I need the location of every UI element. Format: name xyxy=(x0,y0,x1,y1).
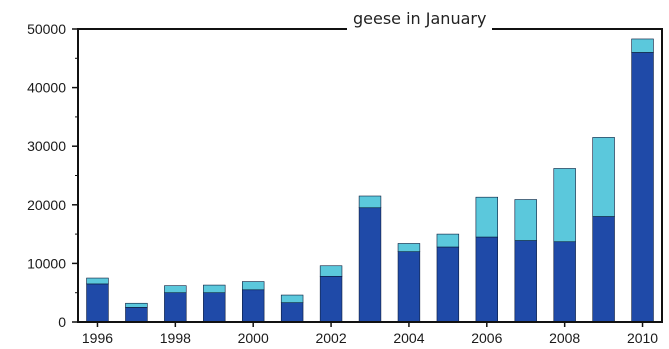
bar-segment-upper xyxy=(514,199,537,241)
x-tick-label: 1996 xyxy=(82,330,113,346)
x-tick-label: 2000 xyxy=(238,330,269,346)
bar-segment-upper xyxy=(203,284,226,294)
bar-segment-lower xyxy=(592,216,615,323)
bar-segment-upper xyxy=(125,302,148,308)
y-axis: 0 10000 20000 30000 40000 50000 xyxy=(27,21,78,330)
bar-segment-upper xyxy=(436,233,460,248)
bar-segment-lower xyxy=(86,283,109,323)
bar-segment-upper xyxy=(553,168,576,243)
bar-segment-upper xyxy=(592,137,615,217)
bar-segment-upper xyxy=(475,196,499,238)
bar-segment-upper xyxy=(164,285,187,293)
bar-segment-lower xyxy=(125,307,148,323)
bar-segment-upper xyxy=(397,243,421,252)
bar-segment-lower xyxy=(631,52,654,323)
bar-segment-lower xyxy=(514,240,537,323)
y-tick-label: 0 xyxy=(58,314,66,330)
y-tick-label: 30000 xyxy=(27,138,66,154)
y-tick-label: 20000 xyxy=(27,197,66,213)
y-tick-label: 40000 xyxy=(27,80,66,96)
x-tick-label: 2006 xyxy=(471,330,502,346)
bars xyxy=(86,38,654,323)
bar-segment-upper xyxy=(358,195,382,209)
bar-segment-upper xyxy=(631,38,654,53)
x-tick-label: 2010 xyxy=(627,330,658,346)
bar-segment-lower xyxy=(241,289,265,323)
y-tick-label: 50000 xyxy=(27,21,66,37)
y-tick-label: 10000 xyxy=(27,255,66,271)
bar-segment-lower xyxy=(319,275,343,323)
bar-segment-upper xyxy=(319,265,343,277)
bar-segment-upper xyxy=(280,294,304,303)
x-tick-label: 1998 xyxy=(160,330,191,346)
x-tick-label: 2008 xyxy=(549,330,580,346)
chart-title: geese in January xyxy=(347,8,493,30)
x-axis: 1996 1998 2000 2002 2004 2006 2008 2010 xyxy=(82,322,658,346)
bar-segment-lower xyxy=(475,236,499,323)
bar-segment-upper xyxy=(241,281,265,291)
bar-segment-lower xyxy=(280,302,304,323)
bar-segment-upper xyxy=(86,277,109,285)
x-tick-label: 2004 xyxy=(393,330,424,346)
bar-segment-lower xyxy=(397,251,421,323)
bar-segment-lower xyxy=(203,292,226,323)
bar-segment-lower xyxy=(358,207,382,323)
bar-segment-lower xyxy=(164,292,187,323)
x-tick-label: 2002 xyxy=(315,330,346,346)
bar-segment-lower xyxy=(436,246,460,323)
bar-segment-lower xyxy=(553,241,576,323)
